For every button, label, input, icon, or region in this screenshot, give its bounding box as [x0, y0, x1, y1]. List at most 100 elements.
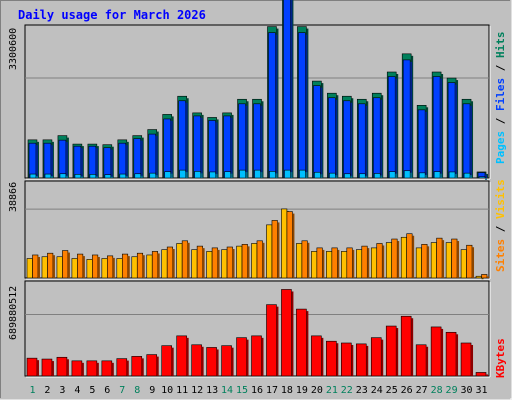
x-tick-label-4: 4: [74, 385, 80, 396]
bar-files-2-side: [50, 145, 53, 178]
bar-pages-7-side: [125, 176, 128, 178]
x-tick-label-19: 19: [296, 385, 308, 396]
bar-files-6-side: [110, 149, 113, 178]
bar-files-12-side: [200, 117, 203, 178]
bar-visits-23: [355, 249, 363, 279]
bar-files-21: [328, 97, 336, 179]
bar-sites-19-side: [307, 242, 310, 278]
bar-files-4: [73, 145, 82, 179]
bar-files-13-side: [215, 122, 218, 178]
bar-sites-30: [466, 244, 473, 279]
bar-kbytes-21: [326, 340, 337, 377]
bar-pages-5: [89, 174, 97, 179]
x-tick-label-18: 18: [281, 385, 293, 396]
legend-files: Files: [494, 77, 507, 111]
x-tick-label-6: 6: [104, 385, 110, 396]
bar-sites-24: [376, 243, 383, 279]
bar-sites-11: [181, 240, 188, 279]
bar-pages-12-side: [200, 173, 203, 178]
bar-visits-27: [415, 247, 422, 279]
bar-files-10-side: [170, 120, 173, 178]
bar-files-27: [417, 109, 426, 179]
x-tick-label-29: 29: [446, 385, 458, 396]
x-tick-label-9: 9: [149, 385, 155, 396]
bar-sites-12-side: [202, 248, 205, 278]
bar-files-23-side: [365, 105, 368, 178]
bar-kbytes-29-side: [456, 334, 459, 376]
y-tick-top: 3300600: [8, 27, 19, 70]
bar-kbytes-18: [281, 289, 292, 377]
bar-kbytes-3-side: [66, 359, 69, 376]
bar-files-31-side: [485, 174, 487, 178]
bar-pages-10: [164, 171, 171, 179]
bar-pages-8-side: [140, 175, 143, 178]
legend-hits: Hits: [494, 31, 507, 59]
bar-pages-28: [433, 171, 441, 179]
bar-kbytes-20: [311, 335, 322, 377]
bar-pages-29-side: [455, 173, 458, 178]
x-tick-label-14: 14: [221, 385, 233, 396]
bar-files-10: [163, 118, 171, 179]
bar-pages-9-side: [155, 175, 158, 178]
x-tick-label-30: 30: [461, 385, 473, 396]
bar-sites-11-side: [187, 242, 190, 278]
bar-files-9-side: [155, 136, 158, 178]
bar-sites-5: [92, 254, 99, 279]
legend-kbytes: KBytes: [494, 338, 507, 378]
bar-sites-26-side: [412, 235, 415, 278]
bar-pages-22-side: [350, 175, 353, 178]
x-tick-label-21: 21: [326, 385, 338, 396]
bar-pages-23-side: [365, 175, 368, 178]
bar-files-19: [298, 32, 306, 179]
bar-kbytes-28-side: [441, 328, 444, 376]
bar-sites-3: [62, 250, 69, 279]
legend-sep-3: /: [494, 219, 507, 239]
bar-kbytes-26: [400, 315, 412, 377]
legend-sep-2: /: [494, 58, 507, 78]
bar-kbytes-7: [116, 358, 128, 377]
bar-kbytes-12-side: [201, 346, 204, 376]
bar-pages-13: [209, 171, 216, 179]
bar-pages-30-side: [470, 175, 473, 178]
x-tick-label-26: 26: [401, 385, 413, 396]
bar-visits-16: [251, 243, 258, 279]
bar-hits-7-side: [126, 141, 129, 178]
bar-files-15: [238, 103, 246, 179]
bar-visits-31: [475, 275, 482, 279]
bar-pages-19: [299, 169, 306, 179]
bar-visits-11: [176, 243, 183, 279]
bar-kbytes-2: [41, 358, 53, 377]
bar-kbytes-10-side: [171, 347, 174, 376]
bar-visits-1: [26, 258, 33, 279]
bar-visits-20: [311, 251, 318, 279]
bar-kbytes-11-side: [186, 337, 189, 376]
bar-kbytes-28: [430, 326, 442, 377]
bar-sites-13-side: [217, 249, 220, 278]
bar-sites-22-side: [352, 249, 355, 278]
bar-visits-29: [445, 242, 452, 279]
bar-sites-2-side: [52, 255, 55, 278]
bar-kbytes-5-side: [96, 362, 99, 376]
bar-pages-6: [104, 174, 112, 179]
panel-hits-files-pages: [24, 0, 491, 180]
y-tick-bottom: 689880512: [8, 285, 19, 340]
bar-files-13: [208, 120, 216, 179]
bar-pages-25-side: [395, 173, 398, 178]
bar-kbytes-27-side: [426, 346, 429, 376]
bar-files-3-side: [65, 142, 68, 178]
bar-files-21-side: [335, 99, 338, 178]
bar-sites-22: [346, 247, 353, 279]
legend-sites: Sites: [494, 238, 507, 272]
bar-kbytes-26-side: [411, 318, 414, 376]
bar-visits-7: [116, 258, 123, 279]
bar-kbytes-11: [176, 335, 187, 377]
bar-sites-14-side: [232, 249, 235, 278]
legend-pages: Pages: [494, 130, 507, 164]
bar-sites-12: [196, 245, 203, 279]
bar-pages-22: [344, 173, 351, 179]
bar-pages-31: [478, 176, 486, 179]
legend-sep-1: /: [494, 111, 507, 131]
bar-files-18-side: [290, 0, 293, 178]
bar-pages-28-side: [440, 173, 443, 178]
